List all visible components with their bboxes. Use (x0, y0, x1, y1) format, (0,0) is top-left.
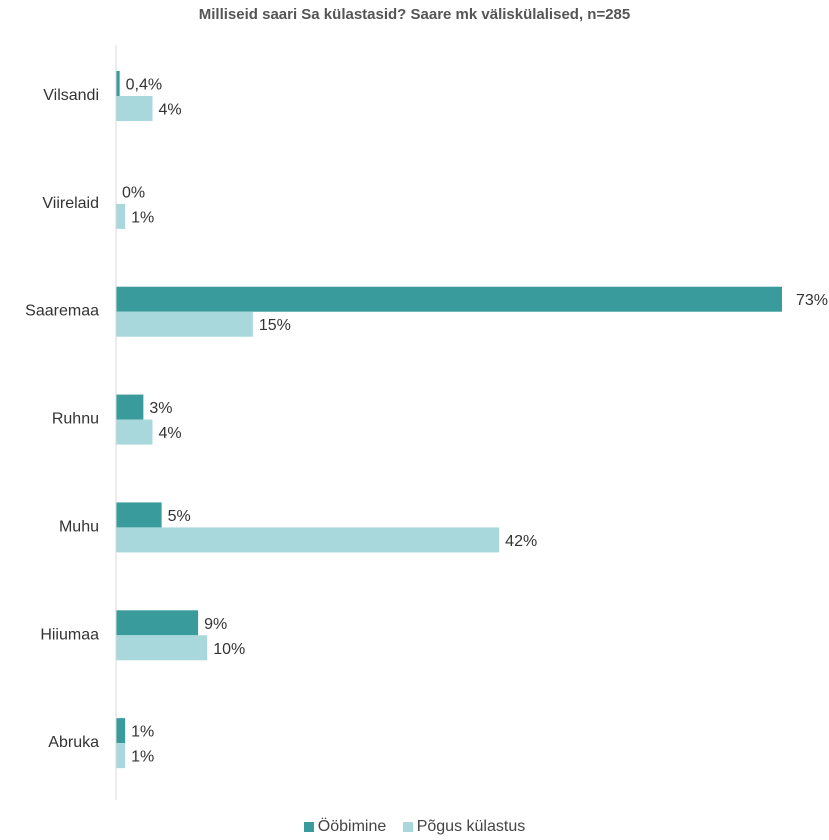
bar-pogus-kulastus-ruhnu (116, 419, 153, 445)
data-label-oobimine-vilsandi: 0,4% (126, 77, 162, 94)
legend-swatch-pogus-kulastus (402, 822, 413, 832)
category-label-viirelaid: Viirelaid (42, 195, 99, 212)
data-label-pogus-kulastus-abruka: 1% (131, 749, 154, 766)
bar-pogus-kulastus-vilsandi (116, 96, 153, 121)
bar-pogus-kulastus-abruka (116, 743, 126, 769)
legend: Ööbimine Põgus külastus (0, 818, 829, 837)
legend-item-pogus-kulastus: Põgus külastus (402, 818, 526, 836)
data-label-pogus-kulastus-vilsandi: 4% (158, 102, 181, 119)
data-label-oobimine-abruka: 1% (131, 724, 154, 741)
legend-label-oobimine: Ööbimine (317, 818, 387, 835)
bar-pogus-kulastus-viirelaid (116, 203, 126, 229)
category-label-vilsandi: Vilsandi (43, 87, 99, 104)
plot-area: Vilsandi 0,4% 4% Viirelaid 0% 1% Saaremaa 73% 15… (25, 45, 828, 800)
data-label-pogus-kulastus-saaremaa: 15% (259, 317, 291, 334)
bar-oobimine-abruka (116, 718, 126, 744)
data-label-pogus-kulastus-viirelaid: 1% (131, 209, 154, 226)
legend-item-oobimine: Ööbimine (303, 818, 387, 836)
data-label-oobimine-muhu: 5% (168, 508, 191, 525)
bar-pogus-kulastus-hiiumaa (116, 635, 208, 661)
data-label-oobimine-hiiumaa: 9% (204, 616, 227, 633)
bar-oobimine-saaremaa (116, 286, 782, 312)
bar-oobimine-ruhnu (116, 394, 144, 420)
data-label-oobimine-saaremaa: 73% (796, 292, 828, 309)
bar-oobimine-vilsandi (116, 71, 120, 96)
data-label-pogus-kulastus-muhu: 42% (505, 533, 537, 550)
bar-oobimine-hiiumaa (116, 610, 199, 636)
bar-pogus-kulastus-muhu (116, 527, 500, 553)
category-label-abruka: Abruka (48, 734, 99, 751)
data-label-oobimine-viirelaid: 0% (122, 184, 145, 201)
category-label-ruhnu: Ruhnu (52, 411, 99, 428)
bar-oobimine-muhu (116, 502, 162, 528)
chart-title: Milliseid saari Sa külastasid? Saare mk … (198, 6, 631, 23)
category-label-hiiumaa: Hiiumaa (40, 626, 99, 643)
legend-swatch-oobimine (303, 822, 314, 832)
category-label-muhu: Muhu (59, 518, 99, 535)
bar-pogus-kulastus-saaremaa (116, 311, 253, 337)
category-label-saaremaa: Saaremaa (25, 303, 99, 320)
data-label-pogus-kulastus-ruhnu: 4% (158, 425, 181, 442)
data-label-oobimine-ruhnu: 3% (149, 400, 172, 417)
legend-label-pogus-kulastus: Põgus külastus (416, 818, 526, 835)
data-label-pogus-kulastus-hiiumaa: 10% (213, 641, 245, 658)
